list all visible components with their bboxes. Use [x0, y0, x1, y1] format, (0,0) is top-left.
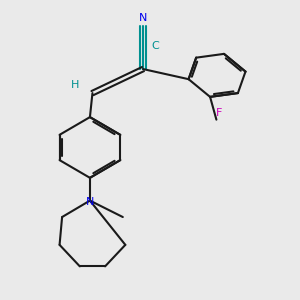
Text: C: C — [152, 41, 160, 51]
Text: H: H — [70, 80, 79, 91]
Text: N: N — [86, 197, 94, 207]
Text: F: F — [216, 108, 222, 118]
Text: N: N — [139, 14, 147, 23]
